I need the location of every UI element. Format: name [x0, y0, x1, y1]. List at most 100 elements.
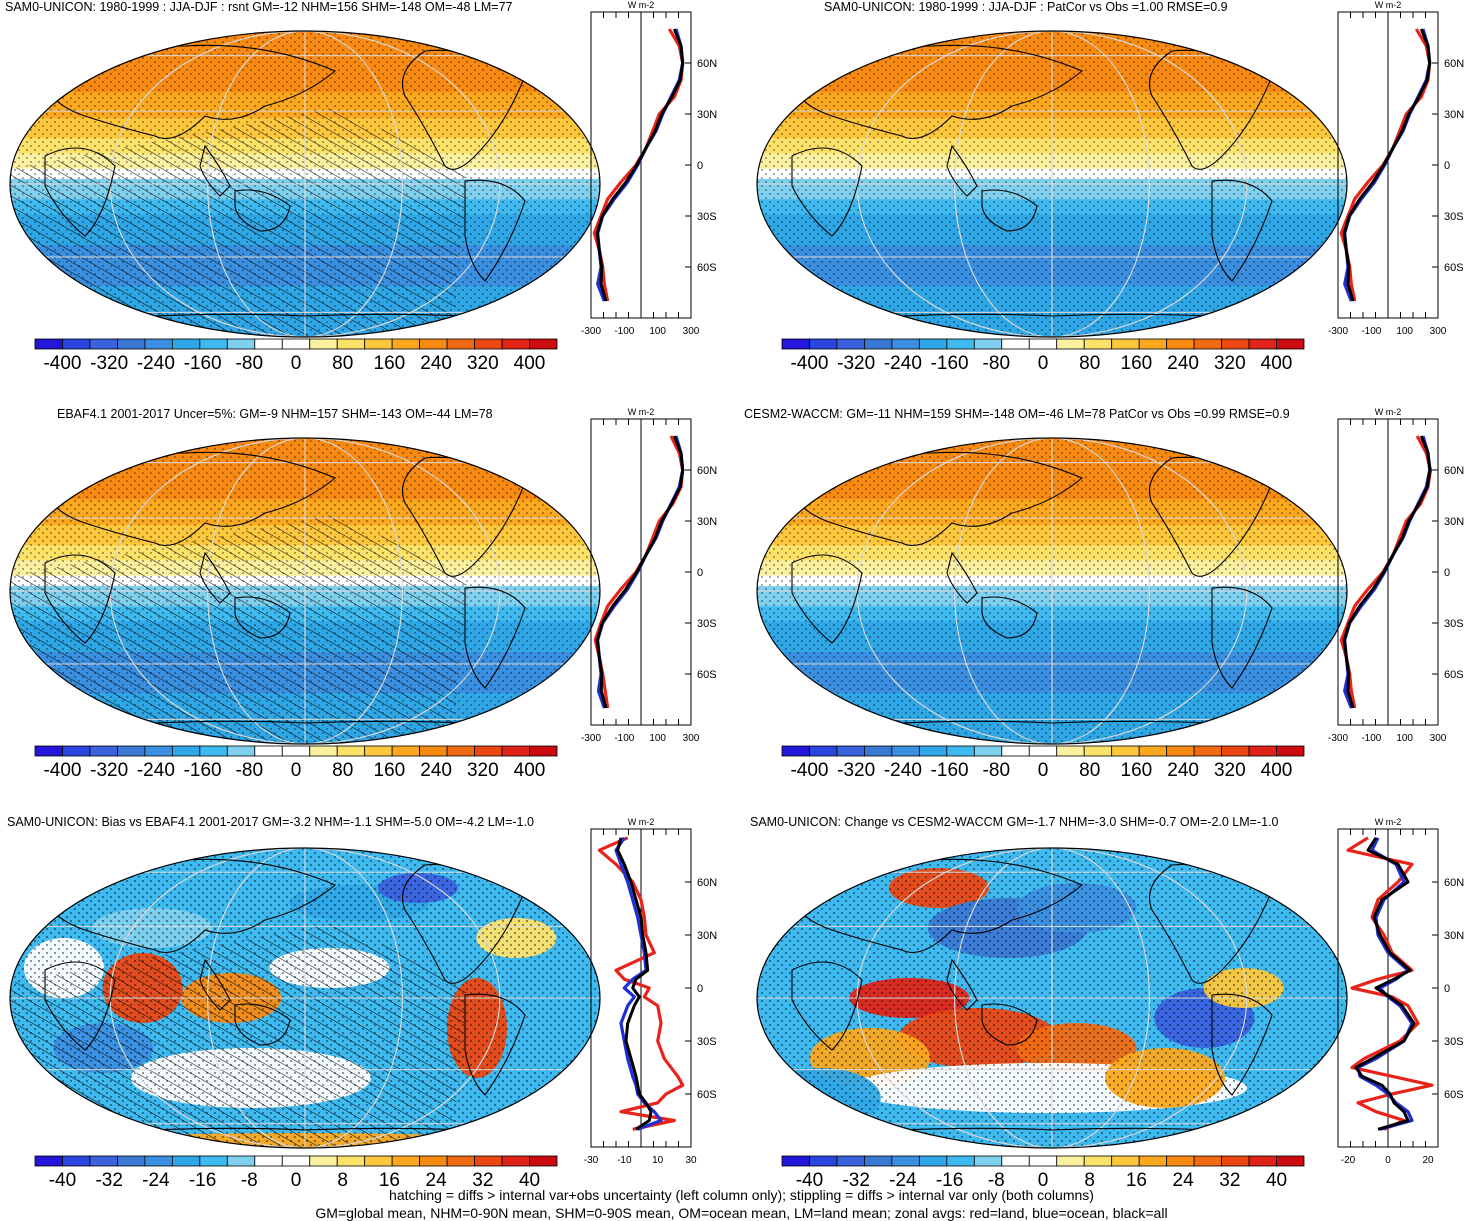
map-area	[756, 30, 1348, 338]
panel-3-title: EBAF4.1 2001-2017 Uncer=5%: GM=-9 NHM=15…	[57, 407, 493, 421]
colorbar-box	[1221, 338, 1250, 350]
colorbar-box	[309, 338, 338, 350]
colorbar-label: -16	[936, 1170, 963, 1191]
lat-label: 60S	[697, 1089, 717, 1101]
map-area	[756, 847, 1348, 1149]
colorbar-box	[918, 745, 948, 757]
colorbar-box	[117, 1155, 146, 1167]
unit-label: W m-2	[1375, 817, 1402, 827]
colorbar-box	[144, 338, 173, 350]
lat-label: 60N	[1444, 465, 1464, 477]
panel-3: EBAF4.1 2001-2017 Uncer=5%: GM=-9 NHM=15…	[5, 407, 745, 807]
lat-label: 30N	[1444, 930, 1464, 942]
colorbar-label: 400	[514, 760, 546, 781]
colorbar-box	[891, 338, 920, 350]
x-tick-label: 0	[1385, 1155, 1391, 1166]
colorbar-box	[419, 1155, 448, 1167]
colorbar-box	[864, 745, 893, 757]
panel-6-graphic: -40 -32 -24 -16 -8 0 8 16 24 32 40 60N 30N 0 30S 60S -20…	[756, 817, 1464, 1191]
lat-label: 0	[1444, 567, 1450, 579]
colorbar-box	[1193, 338, 1222, 350]
zonal-plot: 60N 30N 0 30S 60S -300 -100 100 300 W m-2	[581, 0, 717, 337]
colorbar-box	[836, 1155, 865, 1167]
colorbar-label: 320	[467, 353, 499, 374]
colorbar-box	[973, 338, 1003, 350]
colorbar-label: 160	[1121, 760, 1153, 781]
map-p3-	[757, 438, 1347, 744]
colorbar-box	[336, 745, 366, 757]
colorbar-label: 40	[519, 1170, 540, 1191]
lat-label: 60S	[1444, 669, 1464, 681]
colorbar-box	[501, 1155, 530, 1167]
map-p1-	[757, 31, 1347, 337]
x-tick-label: -300	[581, 326, 601, 337]
x-tick-label: -300	[1328, 733, 1348, 744]
unit-label: W m-2	[628, 0, 655, 10]
panel-6-title: SAM0-UNICON: Change vs CESM2-WACCM GM=-1…	[750, 815, 1279, 829]
colorbar-box	[1221, 745, 1250, 757]
colorbar-box	[973, 745, 1003, 757]
colorbar-box	[973, 1155, 1003, 1167]
colorbar-box	[1111, 1155, 1140, 1167]
panel-1: SAM0-UNICON: 1980-1999 : JJA-DJF : rsnt …	[5, 0, 745, 400]
colorbar: -400 -320 -240 -160 -80 0 80 160 240 320 400	[781, 745, 1305, 781]
colorbar-box	[62, 1155, 91, 1167]
colorbar-box	[254, 745, 283, 757]
colorbar-label: 8	[1084, 1170, 1095, 1191]
colorbar-box	[199, 1155, 228, 1167]
colorbar-box	[254, 338, 283, 350]
unit-label: W m-2	[628, 407, 655, 417]
colorbar-label: 400	[1261, 353, 1293, 374]
colorbar-label: 80	[332, 760, 353, 781]
colorbar-box	[309, 1155, 338, 1167]
colorbar-box	[391, 338, 421, 350]
colorbar-box	[946, 338, 975, 350]
colorbar-label: -160	[931, 353, 969, 374]
x-tick-label: -10	[617, 1155, 632, 1166]
colorbar-label: 80	[1079, 760, 1100, 781]
lat-label: 30S	[697, 1036, 717, 1048]
colorbar-label: -320	[837, 353, 875, 374]
colorbar-box	[171, 745, 201, 757]
ocean-curve	[596, 435, 685, 709]
panel-5-graphic: -40 -32 -24 -16 -8 0 8 16 24 32 40 60N 30N 0 30S 60S -30…	[9, 817, 717, 1191]
colorbar-label: -40	[49, 1170, 76, 1191]
panel-5-title: SAM0-UNICON: Bias vs EBAF4.1 2001-2017 G…	[7, 815, 534, 829]
colorbar-box	[1001, 338, 1030, 350]
colorbar-box	[1166, 745, 1195, 757]
colorbar-box	[309, 745, 338, 757]
colorbar-label: -320	[837, 760, 875, 781]
colorbar-box	[199, 338, 228, 350]
x-tick-label: -20	[1341, 1155, 1356, 1166]
colorbar-box	[281, 1155, 311, 1167]
colorbar-box	[391, 745, 421, 757]
colorbar-box	[501, 745, 530, 757]
colorbar-box	[1083, 745, 1113, 757]
colorbar-box	[1276, 1155, 1305, 1167]
lat-label: 60S	[697, 262, 717, 274]
colorbar-label: 240	[1167, 760, 1199, 781]
map-outline	[9, 437, 601, 745]
lat-label: 0	[1444, 160, 1450, 172]
colorbar-label: 24	[426, 1170, 448, 1191]
lat-label: 60N	[697, 465, 717, 477]
x-tick-label: 100	[1396, 326, 1413, 337]
lat-label: 60S	[1444, 262, 1464, 274]
unit-label: W m-2	[1375, 407, 1402, 417]
colorbar-box	[1111, 338, 1140, 350]
colorbar-label: -80	[983, 353, 1010, 374]
colorbar-box	[1221, 1155, 1250, 1167]
colorbar-box	[1193, 1155, 1222, 1167]
colorbar-box	[836, 745, 865, 757]
x-tick-label: 30	[685, 1155, 697, 1166]
map-outline	[756, 847, 1348, 1149]
colorbar-box	[918, 338, 948, 350]
colorbar-label: -320	[90, 760, 128, 781]
x-tick-label: -30	[584, 1155, 599, 1166]
panel-4-title: CESM2-WACCM: GM=-11 NHM=159 SHM=-148 OM=…	[744, 407, 1290, 421]
all-curve	[1342, 28, 1432, 302]
colorbar-label: -32	[842, 1170, 869, 1191]
colorbar-box	[281, 338, 311, 350]
colorbar-label: -16	[189, 1170, 216, 1191]
map-p2-	[10, 438, 600, 744]
